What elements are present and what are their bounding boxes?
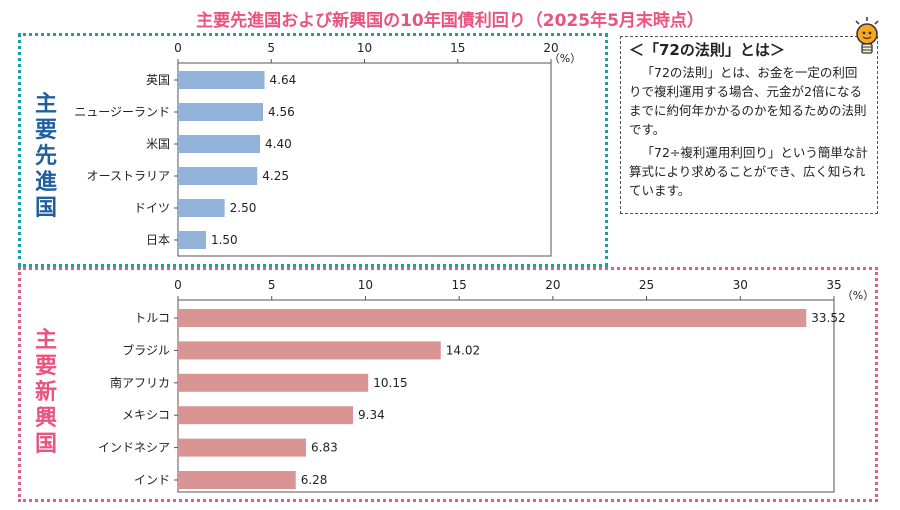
emerging-category-label: インドネシア bbox=[98, 441, 170, 455]
emerging-bar bbox=[178, 373, 369, 392]
developed-value-label: 2.50 bbox=[230, 201, 257, 215]
emerging-bar bbox=[178, 341, 441, 360]
developed-tick-label: 20 bbox=[543, 41, 558, 55]
emerging-category-label: インド bbox=[134, 473, 170, 487]
developed-label-char: 先 bbox=[34, 144, 57, 169]
emerging-panel bbox=[18, 267, 878, 502]
emerging-value-label: 6.83 bbox=[311, 441, 338, 455]
emerging-tick-label: 5 bbox=[268, 278, 276, 292]
developed-bar bbox=[178, 71, 265, 89]
emerging-tick-label: 35 bbox=[826, 278, 841, 292]
emerging-group-label: 主 要 新 興 国 bbox=[32, 328, 60, 458]
emerging-tick-label: 15 bbox=[452, 278, 467, 292]
emerging-label-char: 興 bbox=[34, 406, 57, 431]
note-paragraph-2: 「72÷複利運用利回り」という簡単な計算式により求めることができ、広く知られてい… bbox=[629, 145, 868, 198]
emerging-bar bbox=[178, 406, 354, 425]
developed-bar bbox=[178, 103, 264, 121]
developed-unit-label: （%） bbox=[549, 52, 581, 65]
developed-bar bbox=[178, 135, 261, 153]
developed-tick-label: 5 bbox=[267, 41, 275, 55]
emerging-category-label: ブラジル bbox=[122, 342, 170, 357]
developed-bar bbox=[178, 199, 225, 217]
developed-category-label: オーストラリア bbox=[87, 169, 170, 183]
developed-label-char: 主 bbox=[34, 92, 57, 117]
emerging-unit-label: （%） bbox=[842, 289, 874, 302]
rule-of-72-note: ＜「72の法則」とは＞ 「72の法則」とは、お金を一定の利回りで複利運用する場合… bbox=[620, 36, 878, 214]
emerging-value-label: 9.34 bbox=[358, 408, 385, 422]
emerging-label-char: 要 bbox=[34, 354, 57, 379]
developed-value-label: 4.56 bbox=[268, 105, 295, 119]
emerging-value-label: 14.02 bbox=[446, 343, 480, 357]
note-heading: ＜「72の法則」とは＞ bbox=[629, 41, 785, 59]
developed-plot-frame bbox=[177, 62, 552, 257]
developed-panel bbox=[18, 33, 608, 267]
developed-value-label: 4.40 bbox=[265, 137, 292, 151]
emerging-label-char: 主 bbox=[34, 328, 57, 353]
emerging-bar bbox=[178, 471, 296, 489]
emerging-category-label: 南アフリカ bbox=[110, 375, 170, 390]
developed-tick-label: 0 bbox=[174, 41, 182, 55]
emerging-value-label: 6.28 bbox=[301, 473, 328, 487]
lightbulb-icon bbox=[855, 17, 879, 54]
emerging-tick-label: 25 bbox=[639, 278, 654, 292]
developed-tick-label: 10 bbox=[357, 41, 372, 55]
developed-value-label: 4.25 bbox=[262, 169, 289, 183]
developed-value-label: 1.50 bbox=[211, 233, 238, 247]
developed-value-label: 4.64 bbox=[270, 73, 297, 87]
emerging-value-label: 10.15 bbox=[373, 376, 407, 390]
developed-label-char: 要 bbox=[34, 118, 57, 143]
emerging-value-label: 33.52 bbox=[811, 311, 845, 325]
emerging-tick-label: 30 bbox=[733, 278, 748, 292]
emerging-bar bbox=[178, 438, 307, 457]
developed-label-char: 進 bbox=[34, 170, 57, 195]
developed-tick-label: 15 bbox=[450, 41, 465, 55]
chart-title: 主要先進国および新興国の10年国債利回り（2025年5月末時点） bbox=[196, 11, 704, 31]
emerging-category-label: メキシコ bbox=[122, 408, 170, 422]
emerging-tick-label: 0 bbox=[174, 278, 182, 292]
developed-category-label: ニュージーランド bbox=[74, 105, 170, 119]
note-paragraph-1: 「72の法則」とは、お金を一定の利回りで複利運用する場合、元金が2倍になるまでに… bbox=[629, 65, 867, 137]
developed-group-label: 主 要 先 進 国 bbox=[32, 92, 60, 222]
developed-category-label: 英国 bbox=[146, 73, 170, 87]
emerging-plot-frame bbox=[177, 299, 835, 493]
emerging-label-char: 新 bbox=[34, 380, 57, 405]
developed-bar bbox=[178, 167, 258, 185]
emerging-bar bbox=[178, 309, 807, 327]
emerging-tick-label: 20 bbox=[545, 278, 560, 292]
developed-bar bbox=[178, 231, 206, 249]
emerging-category-label: トルコ bbox=[134, 311, 170, 325]
emerging-tick-label: 10 bbox=[358, 278, 373, 292]
developed-category-label: 米国 bbox=[146, 137, 170, 151]
developed-label-char: 国 bbox=[34, 196, 57, 221]
emerging-label-char: 国 bbox=[34, 432, 57, 457]
developed-category-label: 日本 bbox=[146, 233, 170, 247]
developed-category-label: ドイツ bbox=[134, 201, 170, 215]
